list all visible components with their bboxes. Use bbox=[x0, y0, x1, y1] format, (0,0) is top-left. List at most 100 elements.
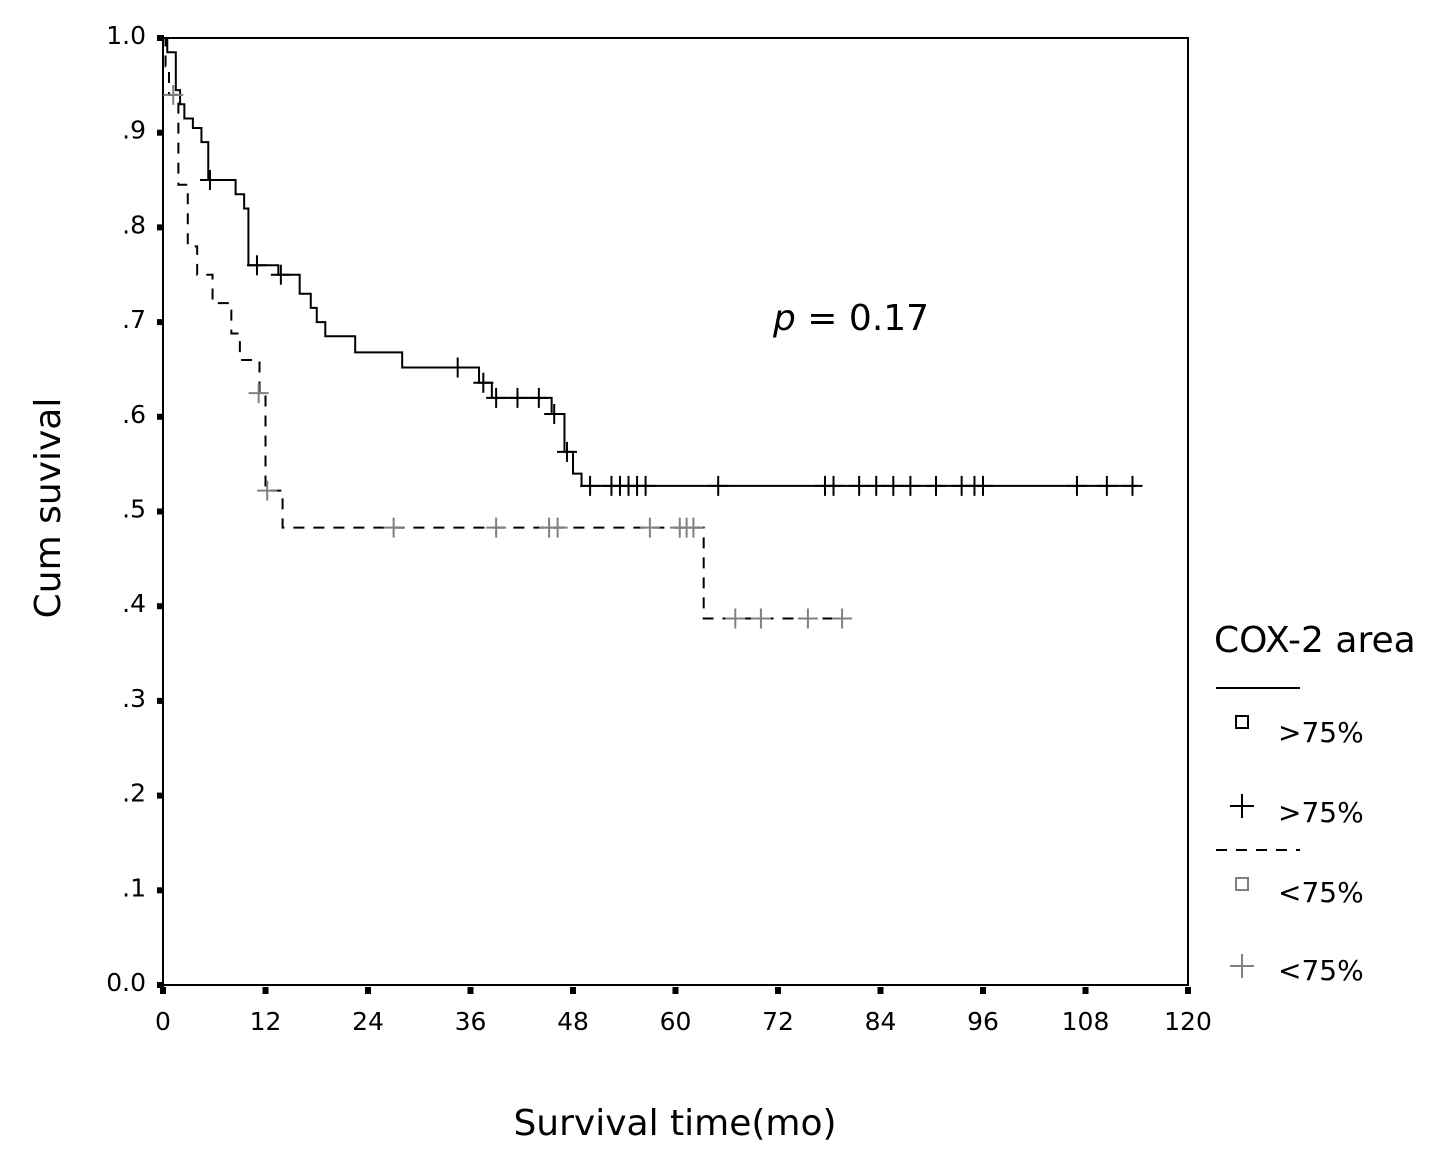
y-tick-label: .4 bbox=[122, 589, 146, 618]
y-tick-label: 0.0 bbox=[106, 968, 146, 997]
y-tick-mark bbox=[157, 224, 164, 231]
censor-mark bbox=[708, 475, 729, 496]
x-tick-label: 12 bbox=[250, 1007, 282, 1036]
y-tick-label: .7 bbox=[122, 305, 146, 334]
y-tick-label: .9 bbox=[122, 116, 146, 145]
censor-mark bbox=[270, 264, 291, 285]
x-tick-label: 0 bbox=[155, 1007, 171, 1036]
survival-curve-gt75 bbox=[163, 37, 1137, 487]
censor-mark bbox=[866, 475, 887, 496]
y-tick-mark bbox=[157, 35, 164, 41]
y-tick-mark bbox=[157, 792, 164, 799]
censor-mark bbox=[823, 475, 844, 496]
x-tick-label: 48 bbox=[557, 1007, 589, 1036]
censor-mark bbox=[580, 475, 601, 496]
y-tick-mark bbox=[157, 982, 164, 988]
p-value-symbol: p bbox=[772, 298, 796, 339]
x-tick-label: 60 bbox=[660, 1007, 692, 1036]
legend-label-lt75-square: <75% bbox=[1278, 876, 1364, 909]
legend-title: COX-2 area bbox=[1214, 620, 1416, 661]
censor-mark bbox=[486, 387, 507, 408]
x-tick-label: 72 bbox=[762, 1007, 794, 1036]
censor-mark bbox=[1066, 475, 1087, 496]
x-tick-mark bbox=[877, 987, 884, 994]
censor-mark bbox=[639, 517, 660, 538]
x-tick-mark bbox=[365, 987, 371, 994]
legend-plus-icon bbox=[1230, 954, 1254, 978]
x-tick-mark bbox=[1185, 987, 1191, 994]
censor-mark bbox=[832, 608, 853, 629]
censor-mark bbox=[383, 517, 404, 538]
censor-mark bbox=[507, 387, 528, 408]
survival-curves bbox=[163, 37, 1143, 629]
legend: COX-2 area >75% >75% <75% <75% bbox=[1214, 620, 1416, 987]
x-tick-mark bbox=[262, 987, 269, 994]
censor-mark bbox=[797, 608, 818, 629]
x-tick-mark bbox=[467, 987, 474, 994]
legend-label-lt75-plus: <75% bbox=[1278, 954, 1364, 987]
x-tick-label: 108 bbox=[1062, 1007, 1110, 1036]
censor-mark bbox=[248, 383, 269, 404]
censor-mark bbox=[1122, 475, 1143, 496]
y-tick-mark bbox=[157, 887, 164, 894]
y-tick-label: .3 bbox=[122, 684, 146, 713]
axis-ticks: 0.0 .1 .2 .3 .4 .5 .6 .7 .8 .9 1.0 0 12 24 36 48 60 72 84 9… bbox=[106, 21, 1212, 1036]
censor-mark bbox=[246, 255, 267, 276]
y-tick-mark bbox=[157, 508, 164, 515]
x-tick-mark bbox=[672, 987, 679, 994]
censor-mark bbox=[973, 475, 993, 496]
censor-mark bbox=[486, 517, 507, 538]
x-tick-label: 96 bbox=[967, 1007, 999, 1036]
y-axis-title: Cum suvival bbox=[28, 398, 69, 619]
survival-curve-lt75 bbox=[163, 37, 847, 620]
p-value-annotation: p = 0.17 bbox=[772, 298, 929, 339]
y-tick-label: .2 bbox=[122, 779, 146, 808]
y-tick-mark bbox=[157, 697, 164, 704]
x-tick-mark bbox=[160, 987, 166, 994]
y-tick-label: 1.0 bbox=[106, 21, 146, 50]
censor-mark bbox=[447, 357, 468, 378]
censor-mark bbox=[900, 475, 921, 496]
x-tick-label: 24 bbox=[352, 1007, 384, 1036]
y-tick-label: .8 bbox=[122, 210, 146, 239]
legend-label-gt75-square: >75% bbox=[1278, 716, 1364, 749]
x-axis-title: Survival time(mo) bbox=[513, 1103, 836, 1144]
y-tick-label: .6 bbox=[122, 400, 146, 429]
censor-mark bbox=[883, 475, 904, 496]
y-tick-label: .1 bbox=[122, 873, 146, 902]
plot-frame bbox=[162, 37, 1189, 986]
legend-square-icon bbox=[1235, 877, 1249, 891]
x-tick-mark bbox=[1082, 987, 1089, 994]
censor-mark bbox=[849, 475, 870, 496]
legend-label-gt75-plus: >75% bbox=[1278, 796, 1364, 829]
y-tick-mark bbox=[157, 413, 164, 420]
x-tick-label: 84 bbox=[865, 1007, 897, 1036]
censor-mark bbox=[725, 608, 746, 629]
censor-mark bbox=[163, 84, 184, 105]
y-tick-mark bbox=[157, 129, 164, 136]
censor-mark bbox=[635, 475, 656, 496]
x-tick-mark bbox=[570, 987, 576, 994]
censor-mark bbox=[473, 372, 494, 393]
x-tick-label: 120 bbox=[1164, 1007, 1212, 1036]
y-tick-mark bbox=[157, 319, 164, 326]
censor-mark bbox=[528, 387, 549, 408]
x-tick-mark bbox=[775, 987, 781, 994]
y-tick-label: .5 bbox=[122, 495, 146, 524]
y-tick-mark bbox=[157, 603, 164, 610]
censor-mark bbox=[557, 441, 578, 462]
censor-mark bbox=[926, 475, 947, 496]
x-tick-label: 36 bbox=[455, 1007, 487, 1036]
censor-mark bbox=[547, 517, 568, 538]
censor-mark bbox=[257, 480, 278, 501]
censor-mark bbox=[750, 608, 771, 629]
legend-square-icon bbox=[1235, 715, 1249, 729]
censor-mark bbox=[683, 517, 704, 538]
censor-mark bbox=[544, 403, 565, 424]
p-value-text: = 0.17 bbox=[796, 298, 929, 339]
x-tick-mark bbox=[980, 987, 986, 994]
legend-plus-icon bbox=[1230, 794, 1254, 818]
censor-mark bbox=[199, 170, 220, 191]
censor-mark bbox=[1096, 475, 1117, 496]
